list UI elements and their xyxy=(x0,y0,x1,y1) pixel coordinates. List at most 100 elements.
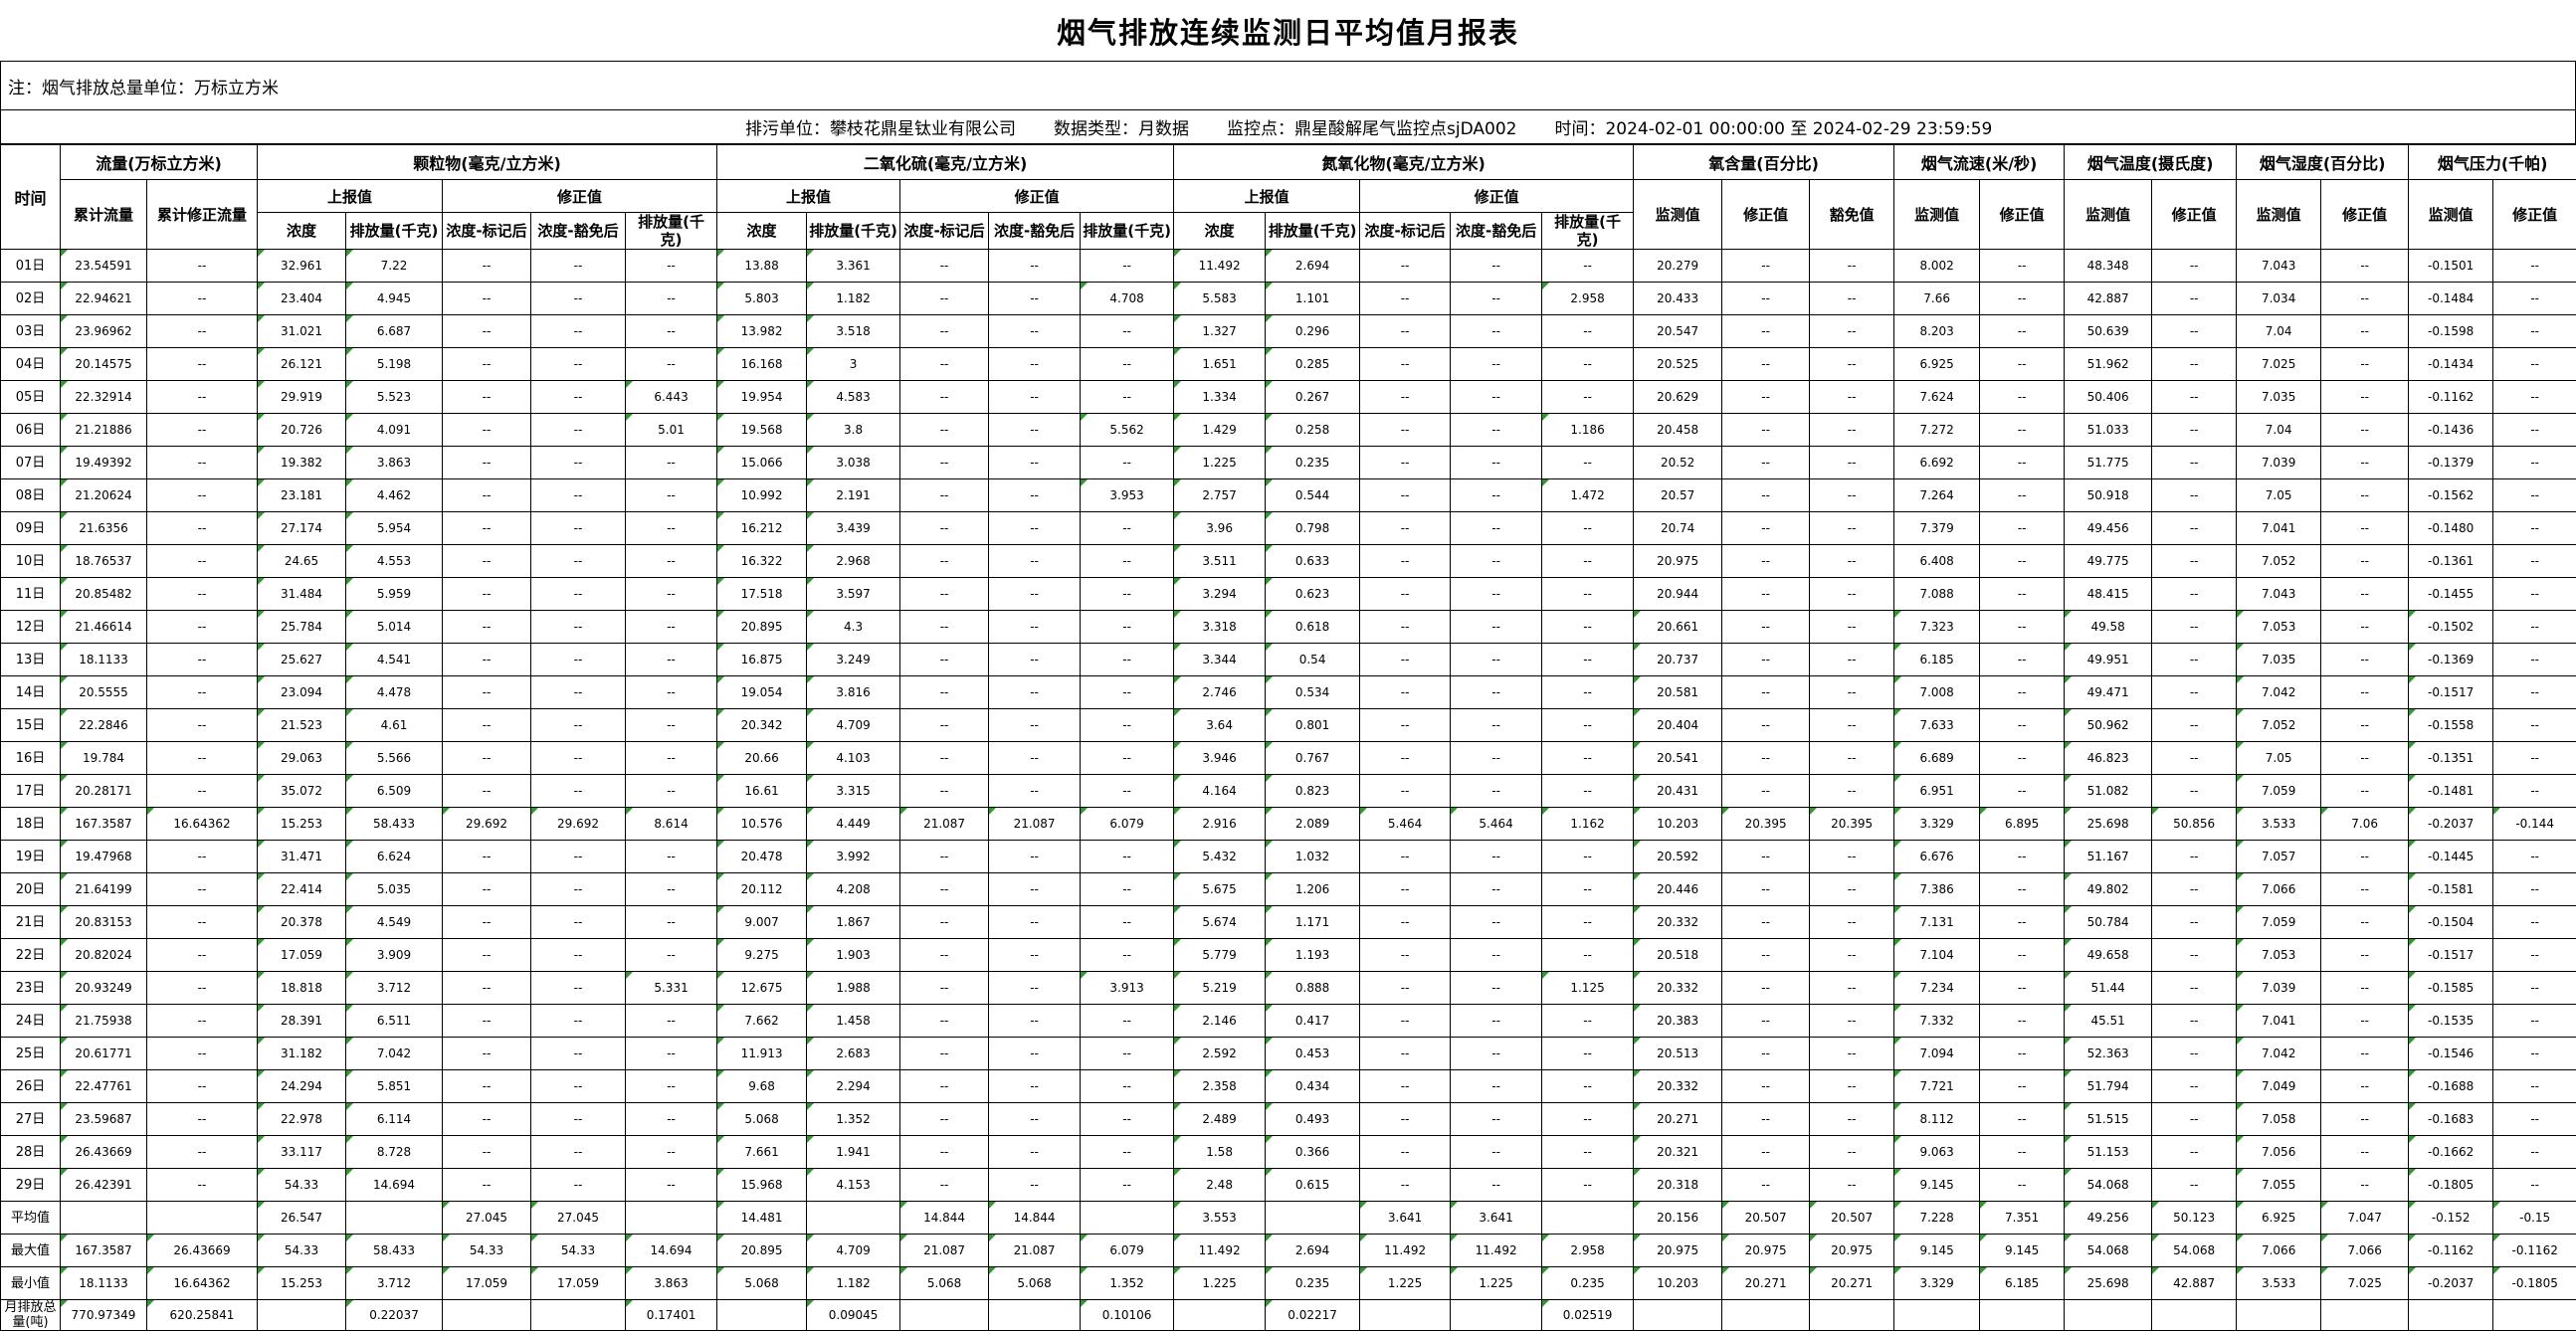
cell[interactable]: -- xyxy=(1451,512,1542,545)
cell[interactable]: -- xyxy=(900,972,989,1005)
cell[interactable]: 21.75938 xyxy=(61,1005,147,1038)
cell[interactable]: -- xyxy=(989,447,1081,479)
cell[interactable]: -- xyxy=(1360,315,1451,348)
cell[interactable]: 13.88 xyxy=(717,250,807,283)
cell[interactable]: -- xyxy=(626,1103,717,1136)
cell[interactable]: -- xyxy=(2321,381,2409,414)
cell[interactable]: -- xyxy=(2152,447,2237,479)
cell[interactable]: 7.228 xyxy=(1894,1202,1980,1235)
cell[interactable]: -- xyxy=(1810,1070,1894,1103)
cell[interactable]: -- xyxy=(989,709,1081,742)
row-label[interactable]: 26日 xyxy=(1,1070,61,1103)
cell[interactable]: -- xyxy=(1451,283,1542,315)
cell[interactable]: -- xyxy=(147,873,258,906)
cell[interactable]: -- xyxy=(531,545,626,578)
cell[interactable]: -- xyxy=(1542,676,1634,709)
cell[interactable]: 0.823 xyxy=(1266,775,1360,808)
cell[interactable]: -- xyxy=(1810,709,1894,742)
cell[interactable]: -- xyxy=(1451,1136,1542,1169)
cell[interactable]: -- xyxy=(1081,1103,1174,1136)
cell[interactable]: 5.432 xyxy=(1174,841,1266,873)
cell[interactable]: -- xyxy=(1360,1038,1451,1070)
cell[interactable]: 51.033 xyxy=(2065,414,2152,447)
cell[interactable]: 7.379 xyxy=(1894,512,1980,545)
cell[interactable]: -- xyxy=(2321,939,2409,972)
cell[interactable]: 3.816 xyxy=(807,676,900,709)
cell[interactable]: -- xyxy=(1810,1169,1894,1202)
cell[interactable]: 5.068 xyxy=(900,1267,989,1300)
cell[interactable]: -- xyxy=(2493,873,2576,906)
cell[interactable]: 22.32914 xyxy=(61,381,147,414)
cell[interactable]: 0.767 xyxy=(1266,742,1360,775)
cell[interactable]: -- xyxy=(626,1169,717,1202)
cell[interactable]: -0.1162 xyxy=(2409,381,2493,414)
cell[interactable]: -- xyxy=(2152,414,2237,447)
cell[interactable]: -- xyxy=(1360,283,1451,315)
cell[interactable]: 3.344 xyxy=(1174,644,1266,676)
cell[interactable]: 5.035 xyxy=(346,873,443,906)
cell[interactable]: 15.066 xyxy=(717,447,807,479)
cell[interactable]: 20.513 xyxy=(1634,1038,1722,1070)
cell[interactable]: 6.951 xyxy=(1894,775,1980,808)
cell[interactable]: 7.042 xyxy=(2237,676,2321,709)
cell[interactable]: -- xyxy=(1722,545,1810,578)
cell[interactable]: -- xyxy=(2152,972,2237,1005)
cell[interactable]: 19.382 xyxy=(258,447,346,479)
cell[interactable]: 7.066 xyxy=(2321,1235,2409,1267)
cell[interactable]: -- xyxy=(626,512,717,545)
cell[interactable]: -- xyxy=(1451,611,1542,644)
cell[interactable]: -- xyxy=(147,972,258,1005)
cell[interactable]: -- xyxy=(2152,512,2237,545)
cell[interactable]: -- xyxy=(443,381,531,414)
cell[interactable]: -0.1351 xyxy=(2409,742,2493,775)
cell[interactable]: 8.002 xyxy=(1894,250,1980,283)
cell[interactable]: 20.404 xyxy=(1634,709,1722,742)
cell[interactable]: -- xyxy=(900,1136,989,1169)
cell[interactable]: -- xyxy=(1081,348,1174,381)
cell[interactable]: -- xyxy=(2321,447,2409,479)
cell[interactable]: -- xyxy=(1360,906,1451,939)
cell[interactable]: -- xyxy=(2152,479,2237,512)
cell[interactable]: 5.198 xyxy=(346,348,443,381)
cell[interactable]: 20.661 xyxy=(1634,611,1722,644)
cell[interactable]: -0.1162 xyxy=(2493,1235,2576,1267)
cell[interactable]: -- xyxy=(1542,841,1634,873)
cell[interactable]: 12.675 xyxy=(717,972,807,1005)
cell[interactable]: 19.784 xyxy=(61,742,147,775)
cell[interactable]: -- xyxy=(1980,414,2065,447)
cell[interactable]: -- xyxy=(2321,676,2409,709)
cell[interactable]: -- xyxy=(1980,283,2065,315)
cell[interactable]: 6.511 xyxy=(346,1005,443,1038)
cell[interactable]: 7.662 xyxy=(717,1005,807,1038)
cell[interactable]: 3.294 xyxy=(1174,578,1266,611)
cell[interactable]: -- xyxy=(1081,742,1174,775)
cell[interactable]: -- xyxy=(2321,1005,2409,1038)
cell[interactable]: 19.954 xyxy=(717,381,807,414)
cell[interactable]: -- xyxy=(1451,1169,1542,1202)
cell[interactable]: -- xyxy=(531,1103,626,1136)
row-label[interactable]: 11日 xyxy=(1,578,61,611)
cell[interactable]: -- xyxy=(147,250,258,283)
cell[interactable]: -- xyxy=(2321,1038,2409,1070)
cell[interactable]: 31.182 xyxy=(258,1038,346,1070)
cell[interactable]: -- xyxy=(2493,611,2576,644)
cell[interactable]: -- xyxy=(1980,1169,2065,1202)
cell[interactable]: 4.449 xyxy=(807,808,900,841)
cell[interactable]: 6.079 xyxy=(1081,1235,1174,1267)
cell[interactable]: -- xyxy=(989,841,1081,873)
cell[interactable]: 20.458 xyxy=(1634,414,1722,447)
cell[interactable]: 26.42391 xyxy=(61,1169,147,1202)
cell[interactable]: 42.887 xyxy=(2152,1267,2237,1300)
cell[interactable]: -- xyxy=(1081,1005,1174,1038)
cell[interactable]: 3.361 xyxy=(807,250,900,283)
cell[interactable]: 51.153 xyxy=(2065,1136,2152,1169)
cell[interactable]: -- xyxy=(1810,1103,1894,1136)
cell[interactable]: -- xyxy=(147,545,258,578)
cell[interactable]: 50.918 xyxy=(2065,479,2152,512)
cell[interactable]: -- xyxy=(1451,381,1542,414)
cell[interactable]: 7.042 xyxy=(2237,1038,2321,1070)
cell[interactable]: -- xyxy=(1980,841,2065,873)
cell[interactable]: -- xyxy=(1360,1005,1451,1038)
cell[interactable]: 1.125 xyxy=(1542,972,1634,1005)
cell[interactable]: -- xyxy=(1360,1070,1451,1103)
